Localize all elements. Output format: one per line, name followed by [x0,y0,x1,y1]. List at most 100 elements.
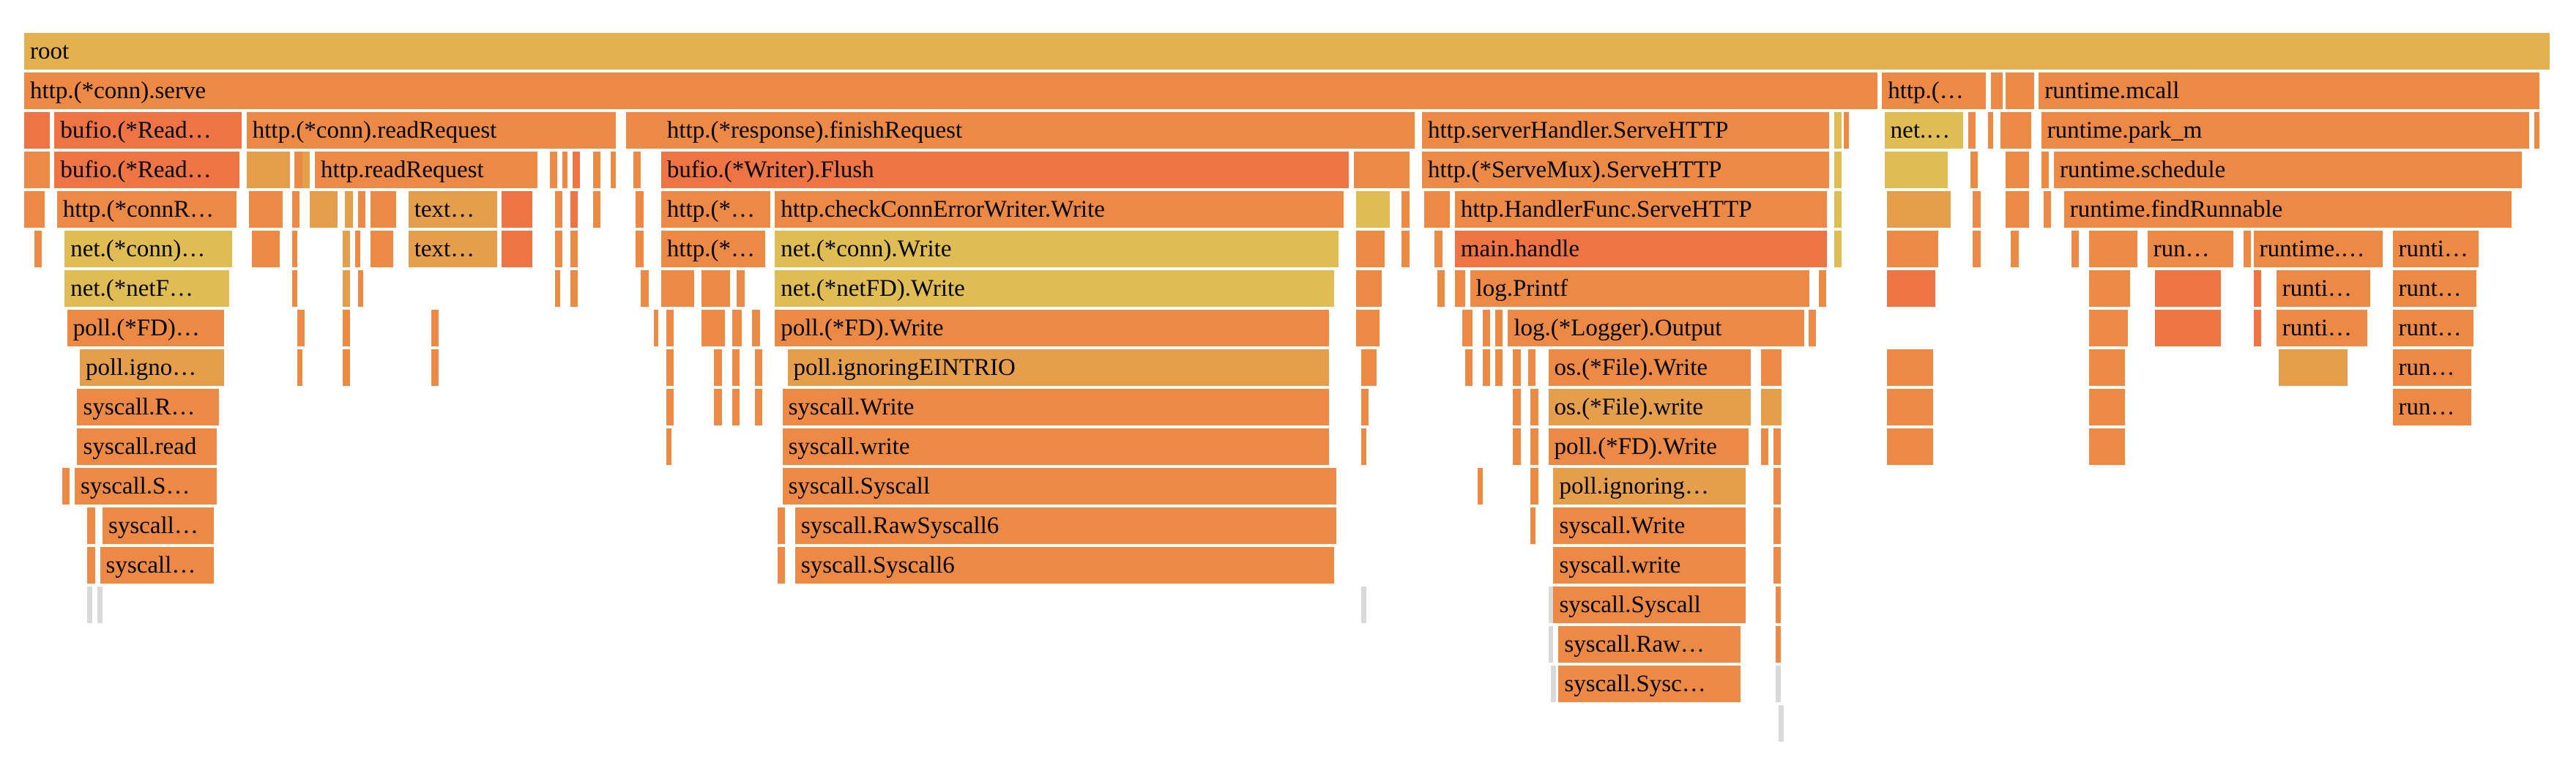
frame[interactable]: http.(*connR… [56,191,237,228]
frame[interactable]: http.(*… [660,191,770,228]
frame[interactable]: log.(*Logger).Output [1508,310,1804,346]
frame-unlabeled[interactable] [1356,270,1382,307]
frame-unlabeled[interactable] [24,112,50,149]
frame-sliver[interactable] [1776,587,1782,623]
frame[interactable]: syscall.S… [75,468,217,505]
frame-sliver[interactable] [573,152,581,188]
frame-sliver[interactable] [431,349,439,386]
frame-sliver[interactable] [554,270,560,307]
frame-sliver[interactable] [1361,389,1369,425]
frame-unlabeled[interactable] [2155,310,2222,346]
frame-sliver[interactable] [1834,231,1842,267]
frame-sliver[interactable] [570,270,578,307]
frame-sliver[interactable] [666,349,674,386]
frame[interactable]: os.(*File).Write [1548,349,1752,386]
frame-sliver[interactable] [1834,152,1842,188]
frame-sliver[interactable] [355,231,361,267]
frame-sliver[interactable] [592,191,601,228]
frame[interactable]: net.(*conn).Write [775,231,1339,267]
frame-sliver[interactable] [2041,152,2050,188]
frame-unlabeled[interactable] [1424,191,1451,228]
frame-unlabeled[interactable] [1887,231,1938,267]
frame-unlabeled[interactable] [1760,389,1782,425]
frame-sliver[interactable] [1773,507,1782,544]
frame-sliver[interactable] [87,547,95,584]
frame-unlabeled[interactable] [2089,270,2130,307]
frame-sliver[interactable] [87,587,93,623]
frame[interactable]: http.serverHandler.ServeHTTP [1421,112,1830,149]
frame-sliver[interactable] [2044,191,2052,228]
frame-unlabeled[interactable] [370,231,394,267]
frame-sliver[interactable] [562,152,568,188]
frame-sliver[interactable] [291,231,297,267]
frame[interactable]: syscall.write [782,428,1329,465]
frame-sliver[interactable] [641,270,649,307]
frame-sliver[interactable] [714,389,722,425]
frame-sliver[interactable] [1401,231,1410,267]
frame[interactable]: main.handle [1454,231,1827,267]
frame[interactable]: log.Printf [1470,270,1809,307]
frame-sliver[interactable] [1773,468,1782,505]
frame-sliver[interactable] [291,191,300,228]
frame-sliver[interactable] [2071,231,2080,267]
frame-unlabeled[interactable] [1887,270,1936,307]
frame[interactable]: http.checkConnErrorWriter.Write [775,191,1344,228]
frame-sliver[interactable] [291,270,297,307]
frame[interactable]: poll.(*FD).Write [775,310,1329,346]
frame-unlabeled[interactable] [1887,389,1933,425]
frame-sliver[interactable] [1530,468,1538,505]
frame[interactable]: runtime.mcall [2039,72,2540,109]
frame-sliver[interactable] [752,310,760,346]
frame[interactable]: syscall.Raw… [1558,626,1741,663]
frame-sliver[interactable] [1818,270,1827,307]
frame-sliver[interactable] [1973,191,1981,228]
frame-sliver[interactable] [1513,349,1521,386]
frame-unlabeled[interactable] [246,152,290,188]
frame-sliver[interactable] [550,152,558,188]
frame[interactable]: http.(*conn).readRequest [246,112,617,149]
frame-sliver[interactable] [1548,587,1554,623]
frame-unlabeled[interactable] [2006,152,2029,188]
frame-sliver[interactable] [87,507,95,544]
frame-sliver[interactable] [1464,349,1473,386]
frame[interactable]: run… [2392,389,2471,425]
frame-unlabeled[interactable] [310,191,338,228]
frame[interactable]: poll.(*FD).Write [1548,428,1749,465]
frame-sliver[interactable] [342,349,351,386]
frame-sliver[interactable] [554,191,563,228]
frame-sliver[interactable] [1973,231,1981,267]
frame-sliver[interactable] [1513,428,1521,465]
frame[interactable]: runtime.findRunnable [2063,191,2512,228]
frame-sliver[interactable] [1834,191,1842,228]
frame-unlabeled[interactable] [2155,270,2222,307]
frame-sliver[interactable] [1548,626,1554,663]
frame-sliver[interactable] [1776,626,1782,663]
frame-sliver[interactable] [1834,112,1842,149]
frame-sliver[interactable] [1760,428,1768,465]
frame-unlabeled[interactable] [2006,191,2029,228]
frame-sliver[interactable] [1477,468,1483,505]
frame-sliver[interactable] [34,231,42,267]
frame-unlabeled[interactable] [2089,389,2126,425]
frame-sliver[interactable] [1809,310,1817,346]
frame[interactable]: runti… [2276,310,2368,346]
frame[interactable]: runti… [2276,270,2370,307]
frame[interactable]: syscall.RawSyscall6 [794,507,1337,544]
frame-unlabeled[interactable] [660,270,695,307]
frame-sliver[interactable] [1530,428,1538,465]
frame[interactable]: http.(… [1882,72,1987,109]
frame-sliver[interactable] [1530,389,1538,425]
frame-unlabeled[interactable] [1361,349,1377,386]
frame[interactable]: poll.ignoringEINTRIO [787,349,1329,386]
frame[interactable]: syscall… [100,547,215,584]
frame-sliver[interactable] [636,191,644,228]
frame-unlabeled[interactable] [1353,152,1410,188]
frame-sliver[interactable] [2011,231,2019,267]
frame-unlabeled[interactable] [1356,191,1390,228]
frame[interactable]: net.(*netF… [64,270,230,307]
frame[interactable]: syscall… [103,507,215,544]
frame-unlabeled[interactable] [2279,349,2348,386]
frame-sliver[interactable] [732,310,742,346]
frame[interactable]: os.(*File).write [1548,389,1752,425]
frame-unlabeled[interactable] [1760,349,1782,386]
